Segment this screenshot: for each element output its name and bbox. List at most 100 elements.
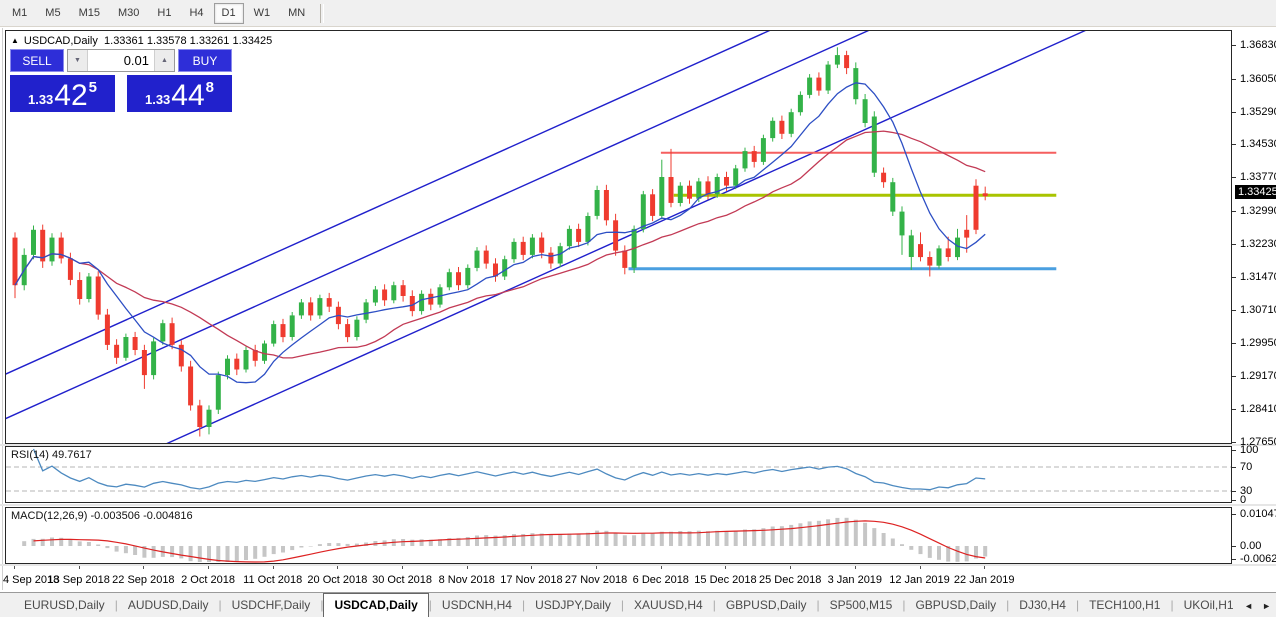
axis-tick-mark [1232, 442, 1236, 443]
tab-separator: | [218, 598, 222, 612]
volume-increase-button[interactable]: ▲ [154, 50, 174, 71]
price-axis-label: 1.35290 [1240, 105, 1276, 118]
timeframe-button-h1[interactable]: H1 [149, 3, 179, 24]
timeframe-button-d1[interactable]: D1 [213, 2, 244, 24]
toolbar-separator [320, 3, 325, 23]
axis-tick-mark [1232, 244, 1236, 245]
date-axis-label: 11 Oct 2018 [243, 574, 303, 586]
date-axis-tick [467, 566, 468, 569]
rsi-canvas[interactable] [6, 447, 1231, 502]
macd-axis-label: -0.006218 [1240, 553, 1276, 565]
date-axis-tick [790, 566, 791, 569]
date-axis-tick [337, 566, 338, 569]
timeframe-button-m1[interactable]: M1 [4, 3, 35, 24]
date-axis-label: 22 Jan 2019 [953, 574, 1015, 586]
volume-input[interactable] [88, 50, 154, 71]
date-axis-label: 20 Oct 2018 [307, 574, 368, 586]
axis-tick-mark [1232, 514, 1236, 515]
chart-tab-xauusd-h4[interactable]: XAUUSD,H4 [634, 597, 703, 612]
axis-tick-mark [1232, 144, 1236, 145]
date-axis-tick [984, 566, 985, 569]
tabs-scroll-left-button[interactable]: ◄ [1244, 600, 1254, 611]
ma-fast-line [14, 82, 986, 384]
date-axis-tick [14, 566, 15, 569]
one-click-trading-panel: SELL ▼ ▲ BUY 1.33 42 5 1.33 44 8 [10, 49, 232, 112]
date-axis-label: 4 Sep 2018 [3, 574, 60, 586]
chart-tab-usdchf-daily[interactable]: USDCHF,Daily [231, 597, 311, 612]
sell-price-box[interactable]: 1.33 42 5 [10, 75, 115, 112]
price-axis-label: 1.36050 [1240, 72, 1276, 85]
volume-decrease-button[interactable]: ▼ [68, 50, 88, 71]
price-axis-label: 1.30710 [1240, 303, 1276, 316]
chart-tab-ukoil-h1[interactable]: UKOil,H1 [1183, 597, 1234, 612]
axis-tick-mark [1232, 277, 1236, 278]
chart-tab-gbpusd-daily[interactable]: GBPUSD,Daily [915, 597, 997, 612]
sell-price-pipette: 5 [88, 79, 98, 96]
macd-axis-label: 0.010474 [1240, 508, 1276, 520]
price-axis-label: 1.32990 [1240, 205, 1276, 218]
triangle-up-icon: ▲ [161, 57, 168, 64]
tab-separator: | [902, 598, 906, 612]
buy-price-pipette: 8 [205, 79, 215, 96]
pane-splitter[interactable] [0, 564, 1276, 566]
tab-separator: | [114, 598, 118, 612]
sell-button[interactable]: SELL [10, 49, 64, 72]
chart-tab-tech100-h1[interactable]: TECH100,H1 [1089, 597, 1161, 612]
date-axis-label: 6 Dec 2018 [632, 574, 689, 586]
tab-separator: | [320, 598, 324, 612]
date-axis-label: 27 Nov 2018 [564, 574, 628, 586]
axis-tick-mark [1232, 211, 1236, 212]
price-axis-label: 1.27650 [1240, 436, 1276, 448]
date-axis-tick [920, 566, 921, 569]
date-axis-tick [273, 566, 274, 569]
chart-tab-usdjpy-daily[interactable]: USDJPY,Daily [535, 597, 611, 612]
axis-tick-mark [1232, 559, 1236, 560]
axis-tick-mark [1232, 546, 1236, 547]
sell-price-prefix: 1.33 [27, 92, 54, 107]
buy-button[interactable]: BUY [178, 49, 232, 72]
timeframe-button-m5[interactable]: M5 [37, 3, 68, 24]
timeframe-button-mn[interactable]: MN [280, 3, 313, 24]
buy-price-box[interactable]: 1.33 44 8 [127, 75, 232, 112]
axis-tick-mark [1232, 112, 1236, 113]
axis-tick-mark [1232, 409, 1236, 410]
collapse-triangle-icon[interactable]: ▲ [11, 36, 19, 45]
chart-tab-usdcnh-h4[interactable]: USDCNH,H4 [441, 597, 512, 612]
chart-title-ohlc: 1.33361 1.33578 1.33261 1.33425 [104, 35, 273, 47]
pane-splitter[interactable] [0, 444, 1276, 446]
chart-tab-sp500-m15[interactable]: SP500,M15 [829, 597, 893, 612]
rsi-axis-label: 70 [1240, 461, 1253, 473]
date-axis-label: 22 Sep 2018 [112, 574, 175, 586]
rsi-label: RSI(14) 49.7617 [11, 449, 92, 461]
timeframe-button-m15[interactable]: M15 [71, 3, 108, 24]
chart-tab-eurusd-daily[interactable]: EURUSD,Daily [24, 597, 105, 612]
timeframe-button-m30[interactable]: M30 [110, 3, 147, 24]
window-left-frame [2, 28, 3, 590]
tabs-scroll-right-button[interactable]: ► [1262, 600, 1271, 611]
price-axis-label: 1.33770 [1240, 171, 1276, 184]
chart-tab-bar: ◄ ► EURUSD,Daily | AUDUSD,Daily | USDCHF,Dai… [0, 592, 1276, 617]
date-axis-label: 30 Oct 2018 [372, 574, 433, 586]
axis-tick-mark [1232, 467, 1236, 468]
buy-price-digits: 44 [171, 79, 205, 112]
date-axis-label: 2 Oct 2018 [181, 574, 235, 586]
rsi-axis-label: 30 [1240, 485, 1253, 497]
timeframe-button-w1[interactable]: W1 [246, 3, 279, 24]
tab-separator: | [816, 598, 820, 612]
chart-tab-dj30-h4[interactable]: DJ30,H4 [1019, 597, 1066, 612]
pane-splitter[interactable] [0, 504, 1276, 506]
chart-tab-usdcad-daily[interactable]: USDCAD,Daily [323, 592, 429, 617]
horizontal-level-lines[interactable] [628, 151, 1057, 271]
chart-tab-gbpusd-daily[interactable]: GBPUSD,Daily [725, 597, 807, 612]
chart-tab-audusd-daily[interactable]: AUDUSD,Daily [127, 597, 209, 612]
date-axis-label: 3 Jan 2019 [827, 574, 883, 586]
timeframe-button-h4[interactable]: H4 [181, 3, 211, 24]
main-chart-canvas[interactable] [6, 31, 1231, 443]
date-axis-tick [596, 566, 597, 569]
tab-separator: | [1006, 598, 1010, 612]
date-axis-label: 8 Nov 2018 [438, 574, 495, 586]
triangle-down-icon: ▼ [74, 57, 81, 64]
macd-canvas[interactable] [6, 508, 1231, 563]
axis-tick-mark [1232, 450, 1236, 451]
